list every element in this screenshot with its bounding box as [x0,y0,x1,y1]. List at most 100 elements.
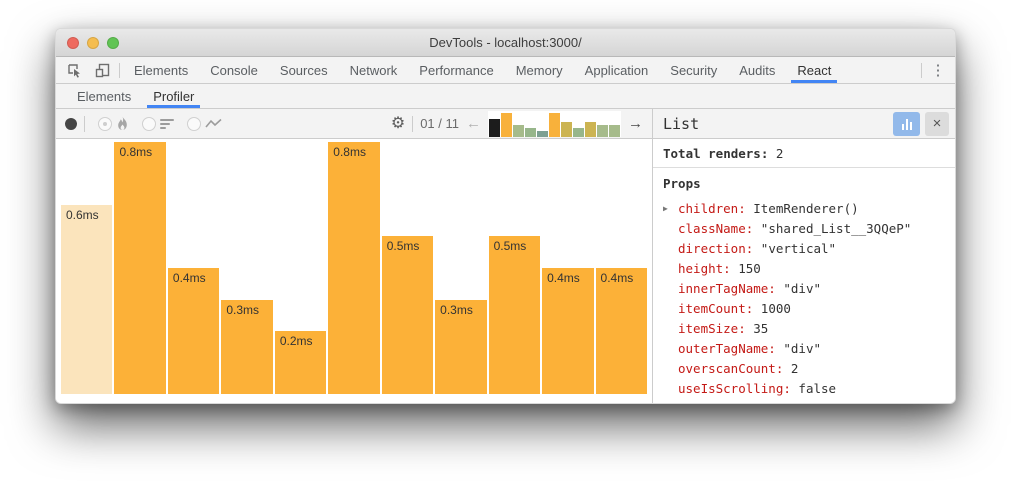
titlebar: DevTools - localhost:3000/ [56,29,955,57]
minichart-bar[interactable] [525,127,536,137]
prop-row: itemCount: 1000 [663,298,945,318]
prop-value: 150 [730,260,761,276]
prop-value: "div" [775,280,821,296]
bar-duration-label: 0.3ms [226,303,260,317]
close-window-button[interactable] [67,36,79,49]
tab-performance[interactable]: Performance [419,62,494,78]
tab-security[interactable]: Security [670,62,718,78]
commit-bar[interactable]: 0.3ms [435,300,487,394]
bar-duration-label: 0.3ms [440,303,473,317]
bar-duration-label: 0.4ms [547,271,580,285]
zoom-window-button[interactable] [107,36,119,49]
prop-value: 300 [723,401,754,404]
minichart-bar[interactable] [537,130,548,137]
profiler-main-pane: ⚙ 01 / 11 ← → 0.6ms 0.8ms 0.4ms 0.3ms 0.2ms 0… [56,109,653,403]
sub-tabs: Elements Profiler [66,84,205,108]
profiler-toolbar: ⚙ 01 / 11 ← → [56,109,652,139]
commit-bar[interactable]: 0.4ms [167,268,220,394]
bar-chart-icon [905,118,908,130]
commit-bar[interactable]: 0.6ms [61,205,113,394]
tab-audits[interactable]: Audits [739,62,776,78]
minichart-bar[interactable] [561,121,572,137]
minichart-bar[interactable] [609,124,620,137]
bar-duration-label: 0.8ms [119,145,153,159]
main-tabs: Elements Console Sources Network Performance… [123,57,842,83]
prop-row: height: 150 [663,258,945,278]
minichart-bar[interactable] [501,112,512,137]
prop-key: className: [678,220,754,236]
ranked-chart-icon [160,118,174,129]
commit-bar[interactable]: 0.5ms [381,236,434,394]
prop-key: direction: [678,240,754,256]
prop-key: children: [678,200,746,216]
view-option-ranked[interactable] [142,116,174,131]
subtab-profiler[interactable]: Profiler [142,84,205,108]
tab-application[interactable]: Application [584,62,649,78]
prop-value: "shared_List__3QQeP" [753,220,912,236]
react-subtabbar: Elements Profiler [56,84,955,109]
view-option-interactions[interactable] [187,116,222,131]
divider [119,62,120,78]
prop-value: 35 [745,320,769,336]
minichart-bar[interactable] [513,124,524,137]
prop-key: outerTagName: [678,340,776,356]
device-toolbar-icon[interactable] [88,57,116,83]
previous-commit-icon[interactable]: ← [466,115,481,132]
minichart-bar[interactable] [489,118,500,137]
interactions-chart-icon [205,118,222,128]
props-heading: Props [663,176,701,191]
minichart-bar[interactable] [549,112,560,137]
settings-gear-icon[interactable]: ⚙ [390,114,406,132]
prop-value: 1000 [753,300,791,316]
prop-row: direction: "vertical" [663,238,945,258]
close-panel-icon[interactable]: × [925,111,949,136]
expand-triangle-icon[interactable]: ▶ [663,203,668,213]
commit-selector-minichart[interactable] [488,110,621,137]
props-list: ▶ children: ItemRenderer() className: "sha… [663,198,945,404]
subtab-elements[interactable]: Elements [77,88,132,104]
prop-row: width: 300 [663,398,945,404]
tab-react[interactable]: React [786,57,842,83]
tab-sources[interactable]: Sources [279,62,328,78]
tab-memory[interactable]: Memory [515,62,563,78]
radio-icon[interactable] [98,116,112,131]
prop-row: innerTagName: "div" [663,278,945,298]
minichart-bar[interactable] [597,124,608,137]
inspect-element-icon[interactable] [60,57,88,83]
prop-key: useIsScrolling: [678,380,791,396]
component-side-panel: List × Total renders: 2 Props ▶ children:… [653,109,955,403]
commit-bar[interactable]: 0.2ms [274,331,327,394]
commit-bar[interactable]: 0.3ms [221,300,273,394]
tab-console[interactable]: Console [210,62,258,78]
next-commit-icon[interactable]: → [628,115,643,132]
prop-row: overscanCount: 2 [663,358,945,378]
total-renders-row: Total renders: 2 [653,139,955,168]
component-chart-toggle-button[interactable] [893,111,920,136]
devtools-window: DevTools - localhost:3000/ Elements Conso… [55,28,956,404]
bar-duration-label: 0.6ms [66,208,99,222]
bar-duration-label: 0.5ms [386,239,420,253]
prop-row: className: "shared_List__3QQeP" [663,218,945,238]
more-options-icon[interactable]: ⋮ [930,62,946,79]
record-icon[interactable] [65,117,77,130]
commit-bar[interactable]: 0.5ms [488,236,541,394]
commit-bar[interactable]: 0.4ms [542,268,594,394]
prop-value: ItemRenderer() [745,200,859,216]
radio-icon[interactable] [187,116,201,131]
bar-duration-label: 0.8ms [333,145,366,159]
minimize-window-button[interactable] [87,36,99,49]
tab-network[interactable]: Network [349,62,398,78]
prop-row: outerTagName: "div" [663,338,945,358]
commit-bar[interactable]: 0.8ms [328,142,380,394]
divider [84,115,85,132]
bar-chart-icon [901,123,904,130]
commit-bar[interactable]: 0.8ms [114,142,166,394]
commit-bar[interactable]: 0.4ms [595,268,647,394]
view-option-flamegraph[interactable] [98,116,129,131]
tab-elements[interactable]: Elements [134,62,189,78]
minichart-bar[interactable] [573,127,584,137]
minichart-bar[interactable] [585,121,596,137]
prop-key: innerTagName: [678,280,776,296]
prop-row: itemSize: 35 [663,318,945,338]
radio-icon[interactable] [142,116,156,131]
